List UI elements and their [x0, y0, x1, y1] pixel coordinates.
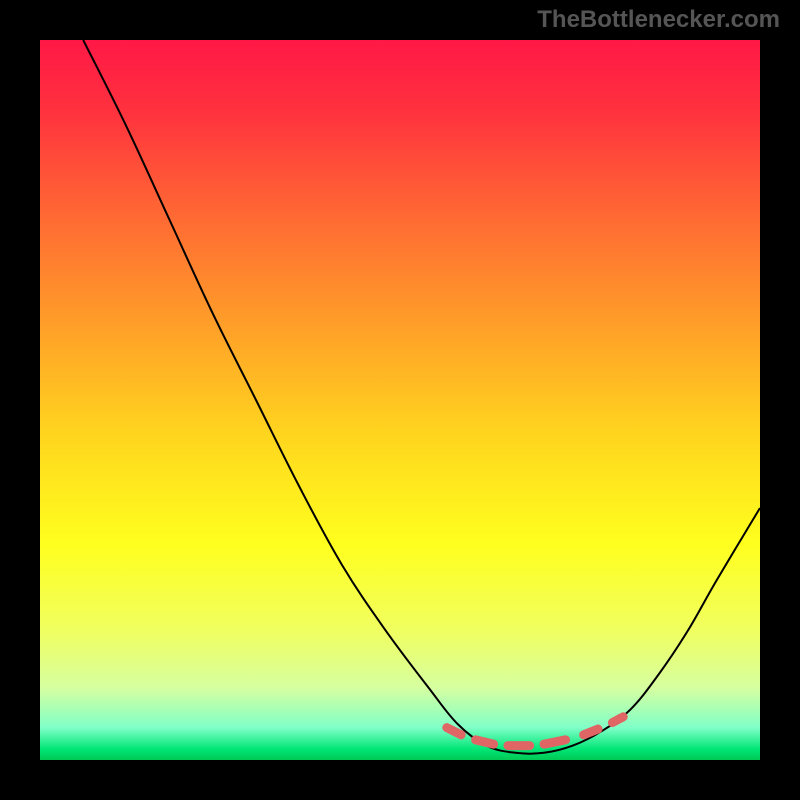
- watermark-text: TheBottlenecker.com: [537, 6, 780, 34]
- chart-container: TheBottlenecker.com: [0, 0, 800, 800]
- gradient-plot-area: [40, 40, 760, 760]
